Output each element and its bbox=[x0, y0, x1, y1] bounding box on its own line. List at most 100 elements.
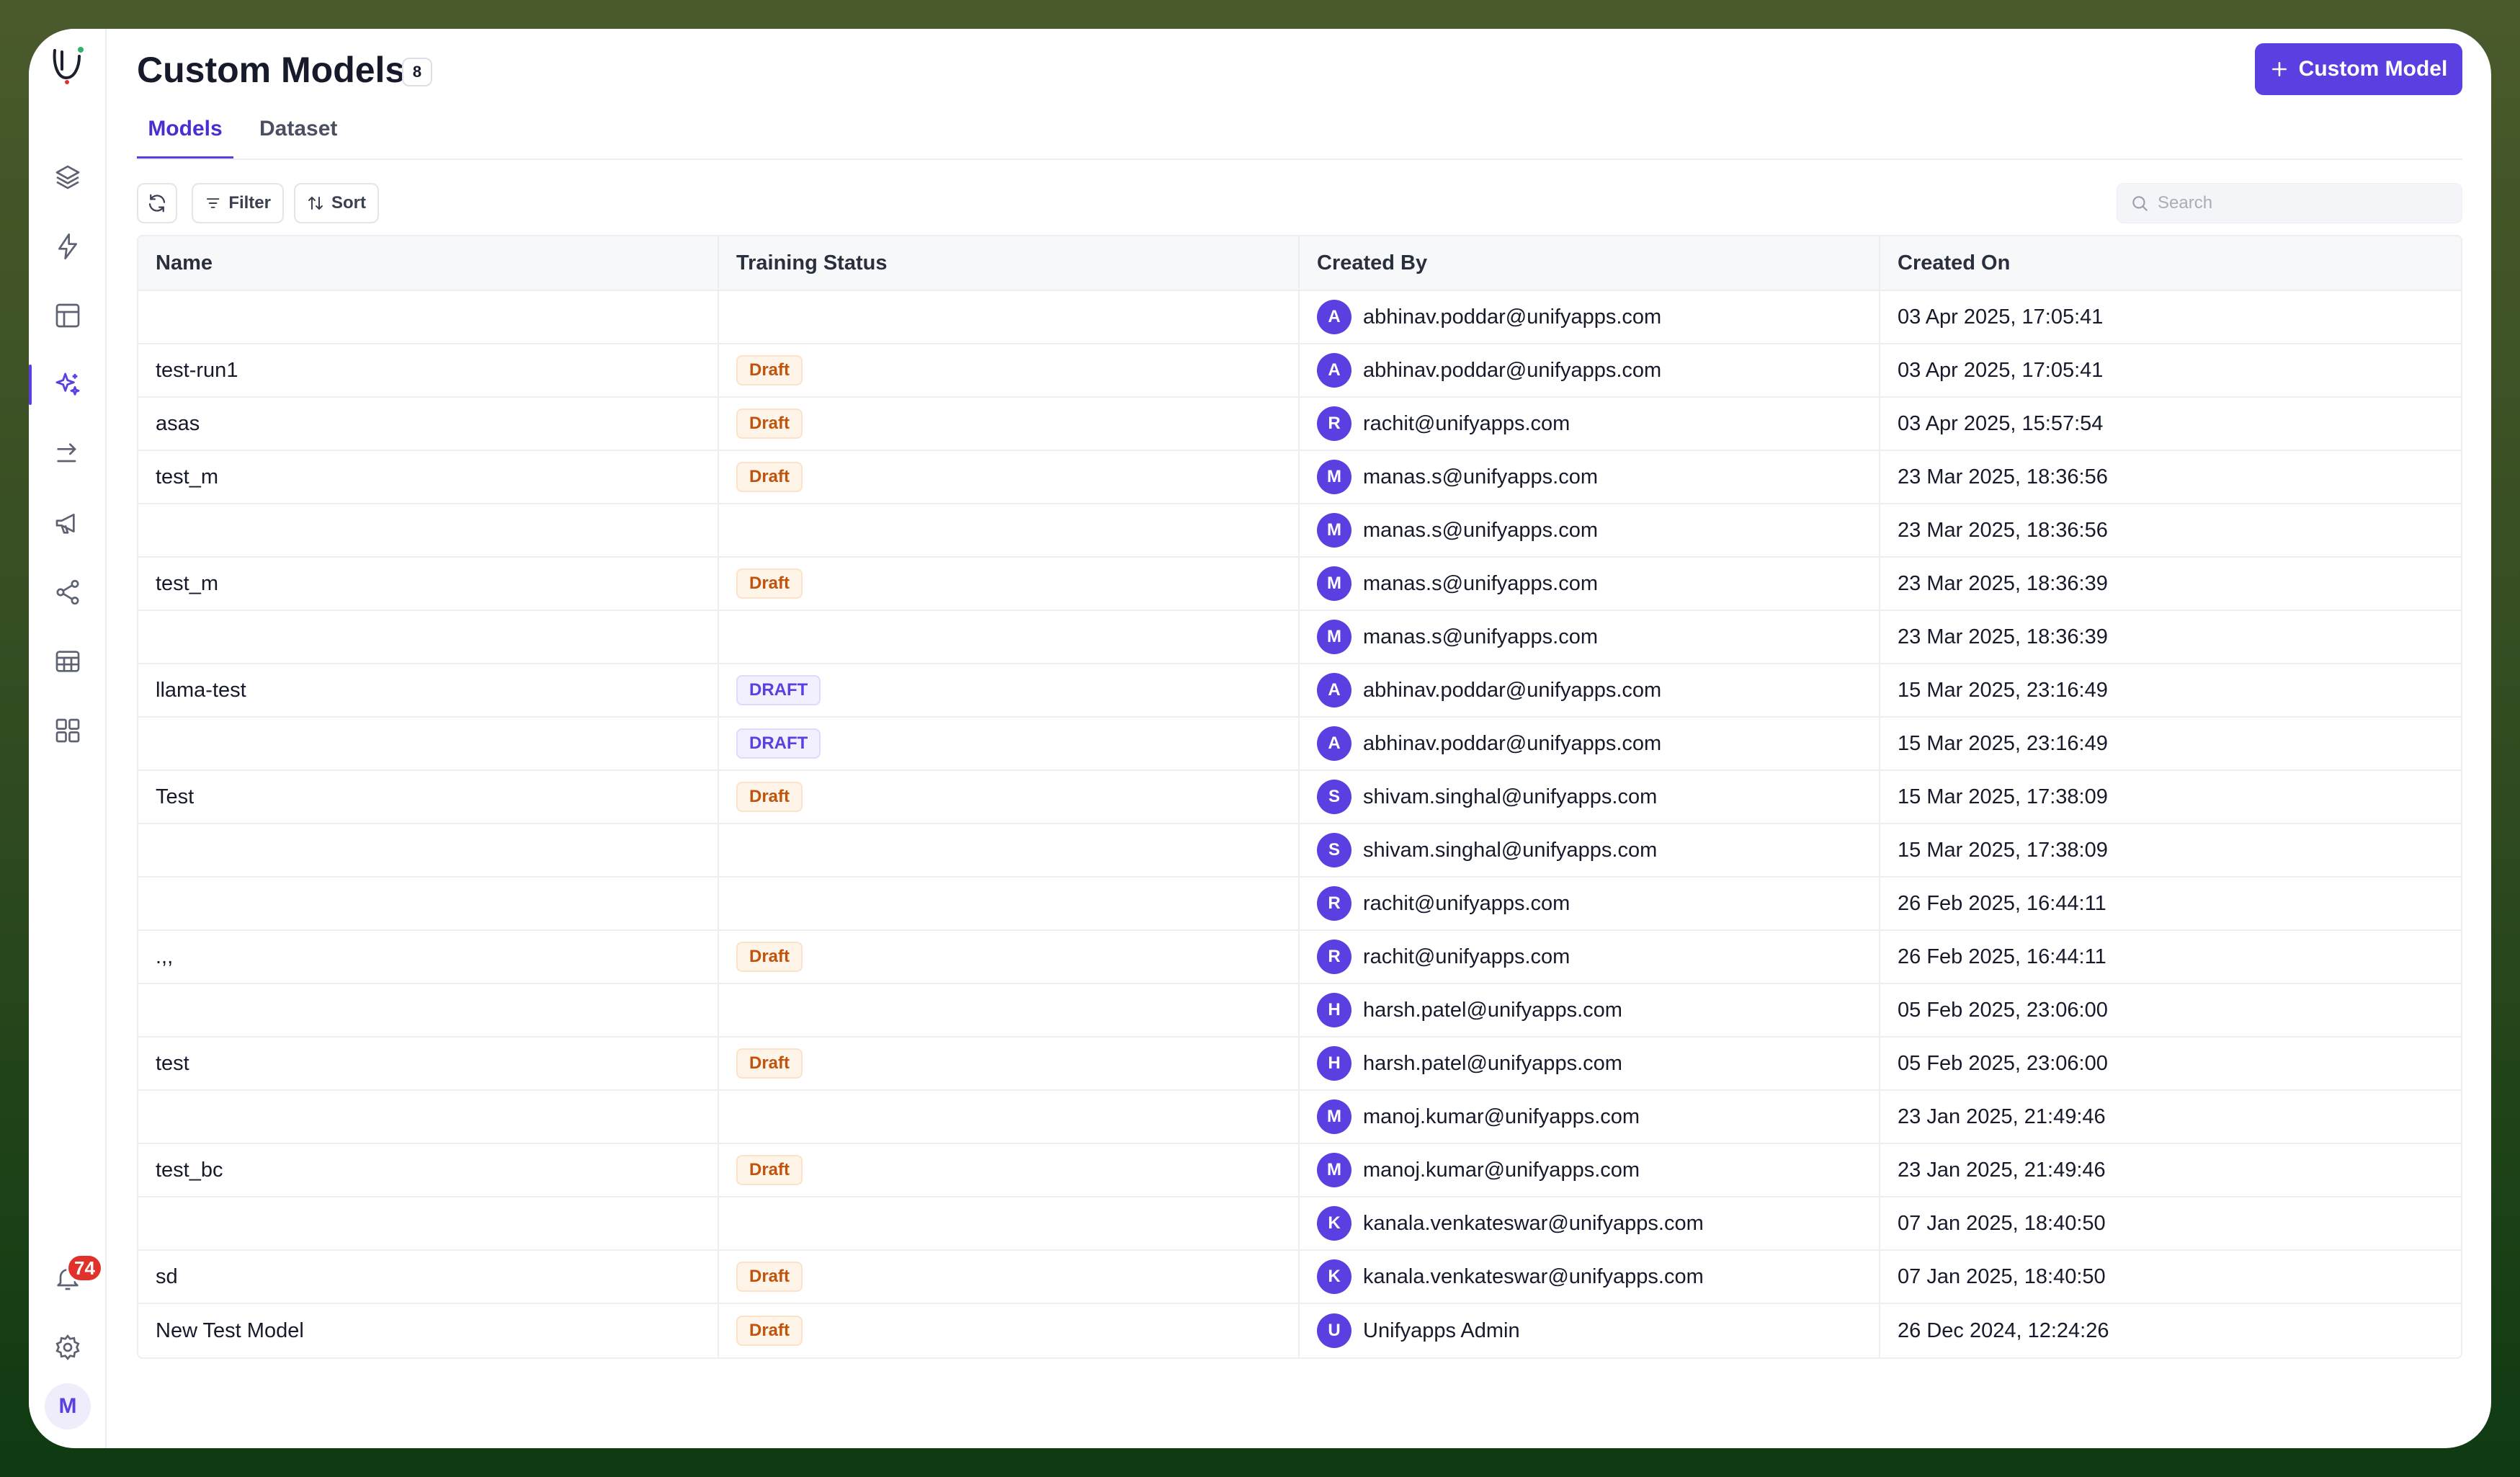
cell-name bbox=[138, 1197, 719, 1249]
avatar: M bbox=[1317, 460, 1351, 494]
tab-dataset[interactable]: Dataset bbox=[259, 117, 338, 140]
column-header-created-by[interactable]: Created By bbox=[1300, 236, 1880, 290]
add-custom-model-label: Custom Model bbox=[2298, 57, 2448, 81]
table-row[interactable]: New Test Model Draft U Unifyapps Admin 26 De… bbox=[138, 1304, 2461, 1357]
search-input[interactable] bbox=[2158, 193, 2446, 213]
cell-training-status: Draft bbox=[719, 398, 1300, 450]
avatar: M bbox=[1317, 620, 1351, 654]
plus-icon bbox=[2271, 62, 2287, 76]
cell-created-on: 03 Apr 2025, 17:05:41 bbox=[1898, 305, 2104, 329]
refresh-button[interactable] bbox=[137, 183, 177, 223]
status-badge: Draft bbox=[736, 1316, 803, 1346]
cell-name: asas bbox=[138, 398, 719, 450]
status-badge: Draft bbox=[736, 1155, 803, 1185]
search-icon bbox=[2132, 196, 2148, 211]
nav-custom-models[interactable] bbox=[29, 356, 107, 414]
cell-training-status: Draft bbox=[719, 1304, 1300, 1357]
app-logo[interactable] bbox=[45, 42, 91, 88]
filter-button[interactable]: Filter bbox=[192, 183, 284, 223]
layers-icon bbox=[55, 165, 80, 189]
cell-training-status: Draft bbox=[719, 771, 1300, 823]
column-header-training-status[interactable]: Training Status bbox=[719, 236, 1300, 290]
cell-created-on: 05 Feb 2025, 23:06:00 bbox=[1898, 998, 2108, 1022]
sort-label: Sort bbox=[331, 193, 366, 213]
creator-email: abhinav.poddar@unifyapps.com bbox=[1363, 305, 1662, 329]
creator-email: manas.s@unifyapps.com bbox=[1363, 465, 1599, 488]
column-header-name[interactable]: Name bbox=[138, 236, 719, 290]
nav-automations[interactable] bbox=[29, 218, 107, 275]
cell-training-status: Draft bbox=[719, 558, 1300, 610]
cell-created-on: 26 Feb 2025, 16:44:11 bbox=[1898, 945, 2106, 968]
nav-routes[interactable] bbox=[29, 425, 107, 483]
nav-layers[interactable] bbox=[29, 148, 107, 206]
cell-training-status: DRAFT bbox=[719, 718, 1300, 769]
sort-button[interactable]: Sort bbox=[294, 183, 379, 223]
nav-notifications[interactable]: 74 bbox=[29, 1249, 107, 1307]
cell-training-status: Draft bbox=[719, 1038, 1300, 1089]
cell-created-by: U Unifyapps Admin bbox=[1300, 1304, 1880, 1357]
cell-name bbox=[138, 611, 719, 663]
cell-created-on: 15 Mar 2025, 23:16:49 bbox=[1898, 731, 2108, 755]
nav-tables[interactable] bbox=[29, 633, 107, 690]
filter-label: Filter bbox=[228, 193, 271, 213]
cell-created-on: 07 Jan 2025, 18:40:50 bbox=[1898, 1211, 2106, 1235]
creator-email: harsh.patel@unifyapps.com bbox=[1363, 1051, 1622, 1075]
models-table: Name Training Status Created By Created … bbox=[137, 235, 2462, 1359]
user-avatar[interactable]: M bbox=[45, 1383, 91, 1429]
lightning-icon bbox=[58, 233, 77, 259]
cell-training-status: Draft bbox=[719, 344, 1300, 396]
status-badge: DRAFT bbox=[736, 675, 821, 705]
nav-share[interactable] bbox=[29, 563, 107, 621]
cell-training-status: Draft bbox=[719, 931, 1300, 983]
nav-campaigns[interactable] bbox=[29, 494, 107, 552]
cell-name: test-run1 bbox=[138, 344, 719, 396]
cell-created-on: 23 Jan 2025, 21:49:46 bbox=[1898, 1158, 2106, 1182]
avatar: U bbox=[1317, 1313, 1351, 1348]
creator-email: rachit@unifyapps.com bbox=[1363, 945, 1570, 968]
avatar: R bbox=[1317, 886, 1351, 921]
megaphone-icon bbox=[55, 514, 75, 534]
nav-apps[interactable] bbox=[29, 702, 107, 759]
avatar: S bbox=[1317, 833, 1351, 867]
creator-email: abhinav.poddar@unifyapps.com bbox=[1363, 358, 1662, 382]
avatar: M bbox=[1317, 1153, 1351, 1187]
page-title: Custom Models bbox=[137, 50, 406, 90]
add-custom-model-button[interactable]: Custom Model bbox=[2255, 43, 2462, 95]
nav-settings[interactable] bbox=[29, 1318, 107, 1376]
cell-name: .,, bbox=[138, 931, 719, 983]
creator-email: kanala.venkateswar@unifyapps.com bbox=[1363, 1264, 1704, 1288]
cell-created-on: 07 Jan 2025, 18:40:50 bbox=[1898, 1264, 2106, 1288]
nav-layout[interactable] bbox=[29, 287, 107, 344]
cell-name: llama-test bbox=[138, 664, 719, 716]
status-badge: Draft bbox=[736, 462, 803, 492]
tab-models[interactable]: Models bbox=[137, 108, 233, 160]
column-header-created-on[interactable]: Created On bbox=[1898, 251, 2011, 275]
cell-training-status bbox=[719, 1197, 1300, 1249]
avatar: H bbox=[1317, 993, 1351, 1027]
